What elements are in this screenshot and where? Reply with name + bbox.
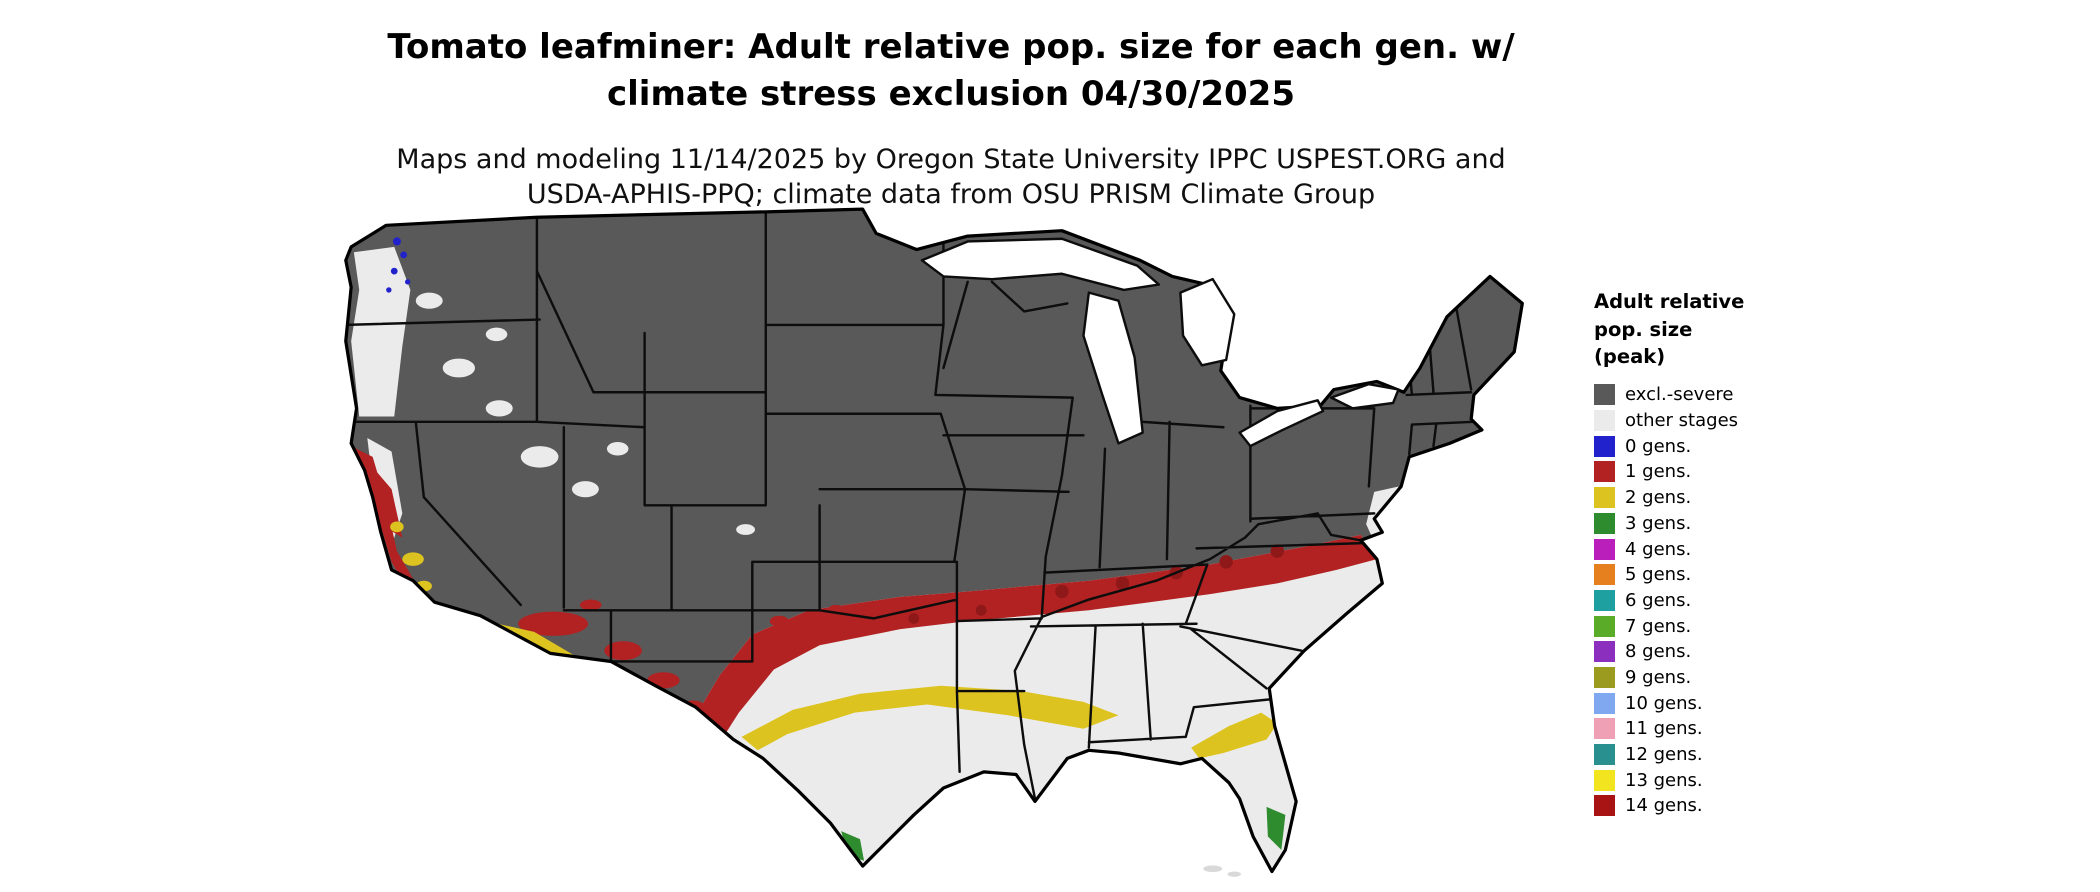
legend-entry-label: 14 gens. [1625, 795, 1703, 817]
legend-entry-label: 3 gens. [1625, 512, 1692, 534]
legend-entry-10-gens: 10 gens. [1594, 690, 1844, 716]
florida-keys [1203, 865, 1241, 877]
legend-entry-other-stages: other stages [1594, 408, 1844, 434]
legend-entry-9-gens: 9 gens. [1594, 665, 1844, 691]
legend-entry-7-gens: 7 gens. [1594, 613, 1844, 639]
lake-huron [1179, 277, 1236, 367]
great-lakes [920, 237, 1400, 448]
state-borders [345, 210, 1476, 800]
legend-swatch [1594, 744, 1615, 766]
gen1-dark-patches [908, 544, 1285, 624]
legend-entry-8-gens: 8 gens. [1594, 639, 1844, 665]
legend-entry-label: 12 gens. [1625, 744, 1703, 766]
legend-entry-label: other stages [1625, 410, 1739, 432]
legend: Adult relative pop. size (peak) excl.-se… [1594, 288, 1844, 819]
legend-entry-label: 0 gens. [1625, 435, 1692, 457]
legend-entry-3-gens: 3 gens. [1594, 511, 1844, 537]
legend-swatch [1594, 718, 1615, 740]
legend-swatch [1594, 641, 1615, 663]
map-subtitle-line1: Maps and modeling 11/14/2025 by Oregon S… [396, 143, 1506, 175]
header: Tomato leafminer: Adult relative pop. si… [0, 24, 1902, 213]
legend-entry-0-gens: 0 gens. [1594, 433, 1844, 459]
legend-entry-12-gens: 12 gens. [1594, 742, 1844, 768]
lake-ontario [1329, 382, 1400, 410]
legend-entry-label: 5 gens. [1625, 564, 1692, 586]
legend-entry-13-gens: 13 gens. [1594, 767, 1844, 793]
legend-title: Adult relative pop. size (peak) [1594, 288, 1844, 371]
legend-swatch [1594, 384, 1615, 406]
legend-entry-label: 10 gens. [1625, 692, 1703, 714]
legend-swatch [1594, 461, 1615, 483]
legend-entry-label: 2 gens. [1625, 487, 1692, 509]
lake-erie [1238, 399, 1325, 448]
legend-title-line1: Adult relative [1594, 290, 1745, 313]
map-title: Tomato leafminer: Adult relative pop. si… [0, 24, 1902, 118]
legend-entry-5-gens: 5 gens. [1594, 562, 1844, 588]
map-title-line2: climate stress exclusion 04/30/2025 [606, 73, 1295, 114]
legend-entry-11-gens: 11 gens. [1594, 716, 1844, 742]
map-subtitle-line2: USDA-APHIS-PPQ; climate data from OSU PR… [526, 179, 1376, 211]
legend-swatch [1594, 487, 1615, 509]
legend-entry-2-gens: 2 gens. [1594, 485, 1844, 511]
legend-title-line3: (peak) [1594, 345, 1666, 369]
us-map [335, 206, 1560, 880]
us-map-svg [344, 207, 1524, 877]
legend-entry-label: 9 gens. [1625, 666, 1692, 688]
legend-swatch [1594, 512, 1615, 534]
legend-entry-label: 1 gens. [1625, 461, 1692, 483]
legend-entry-excl-severe: excl.-severe [1594, 382, 1844, 408]
legend-title-line2: pop. size [1594, 317, 1693, 341]
legend-entry-1-gens: 1 gens. [1594, 459, 1844, 485]
map-subtitle: Maps and modeling 11/14/2025 by Oregon S… [0, 142, 1902, 213]
legend-entries: excl.-severe other stages 0 gens. 1 gens… [1594, 382, 1844, 819]
legend-swatch [1594, 410, 1615, 432]
gen3-green-layer [841, 806, 1286, 861]
legend-entry-label: 6 gens. [1625, 589, 1692, 611]
legend-entry-label: 7 gens. [1625, 615, 1692, 637]
gen0-blue-layer [386, 237, 411, 293]
legend-entry-label: 8 gens. [1625, 641, 1692, 663]
map-title-line1: Tomato leafminer: Adult relative pop. si… [387, 27, 1515, 67]
lake-michigan [1082, 291, 1144, 445]
legend-swatch [1594, 435, 1615, 457]
legend-entry-4-gens: 4 gens. [1594, 536, 1844, 562]
legend-swatch [1594, 666, 1615, 688]
legend-entry-label: 4 gens. [1625, 538, 1692, 560]
legend-swatch [1594, 564, 1615, 586]
legend-swatch [1594, 692, 1615, 714]
legend-swatch [1594, 589, 1615, 611]
legend-entry-6-gens: 6 gens. [1594, 588, 1844, 614]
legend-swatch [1594, 538, 1615, 560]
legend-swatch [1594, 769, 1615, 791]
legend-entry-label: excl.-severe [1625, 384, 1734, 406]
legend-swatch [1594, 795, 1615, 817]
legend-entry-label: 13 gens. [1625, 769, 1703, 791]
legend-entry-label: 11 gens. [1625, 718, 1703, 740]
legend-entry-14-gens: 14 gens. [1594, 793, 1844, 819]
legend-swatch [1594, 615, 1615, 637]
lake-superior [920, 237, 1161, 292]
